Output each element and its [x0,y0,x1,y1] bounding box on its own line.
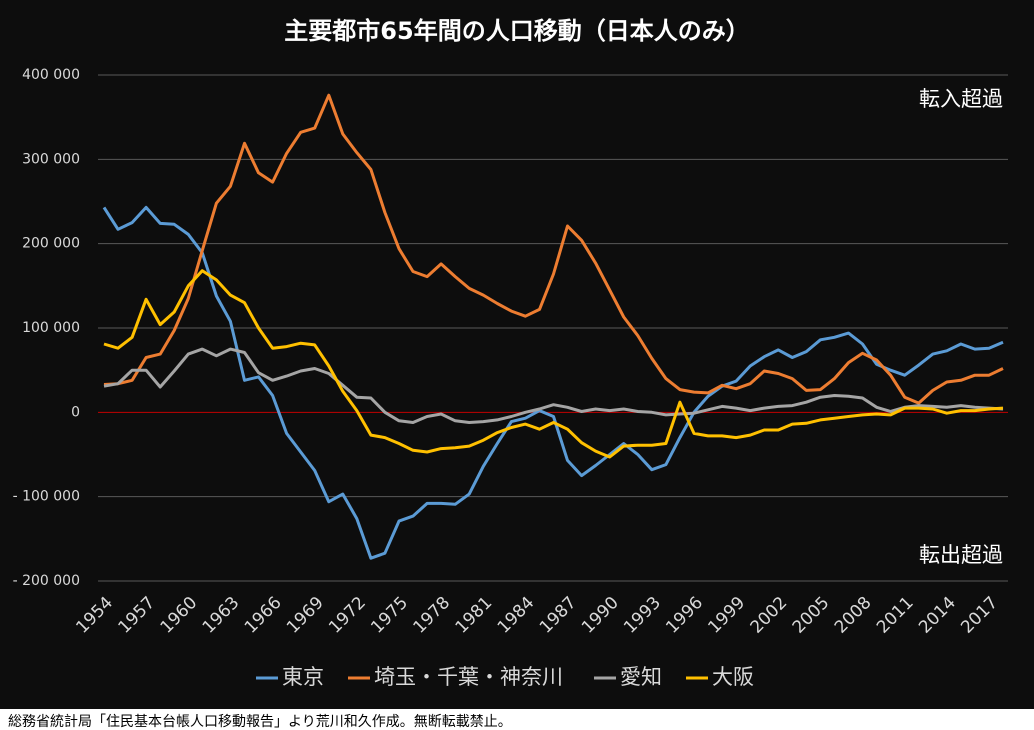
series-line [103,93,1004,405]
legend-label: 愛知 [620,665,662,689]
chart-title: 主要都市65年間の人口移動（日本人のみ） [284,17,749,45]
y-tick-label: 400 000 [22,67,80,83]
y-tick-label: - 100 000 [13,489,80,505]
legend-label: 大阪 [712,665,754,689]
source: 総務省統計局「住民基本台帳人口移動報告」より荒川和久作成。無断転載禁止。 [8,713,512,730]
y-tick-label: 200 000 [22,236,80,252]
source-band [0,709,1034,730]
series-line [103,269,1004,459]
y-tick-label: 300 000 [22,151,80,167]
series-line [103,347,1004,424]
annotation: 転入超過 [919,87,1003,111]
legend-label: 埼玉・千葉・神奈川 [374,665,563,689]
y-tick-label: 0 [71,404,80,420]
annotation: 転出超過 [919,543,1003,567]
y-tick-label: - 200 000 [13,573,80,589]
y-tick-label: 100 000 [22,320,80,336]
legend-label: 東京 [282,665,324,689]
series-line [102,205,1004,560]
